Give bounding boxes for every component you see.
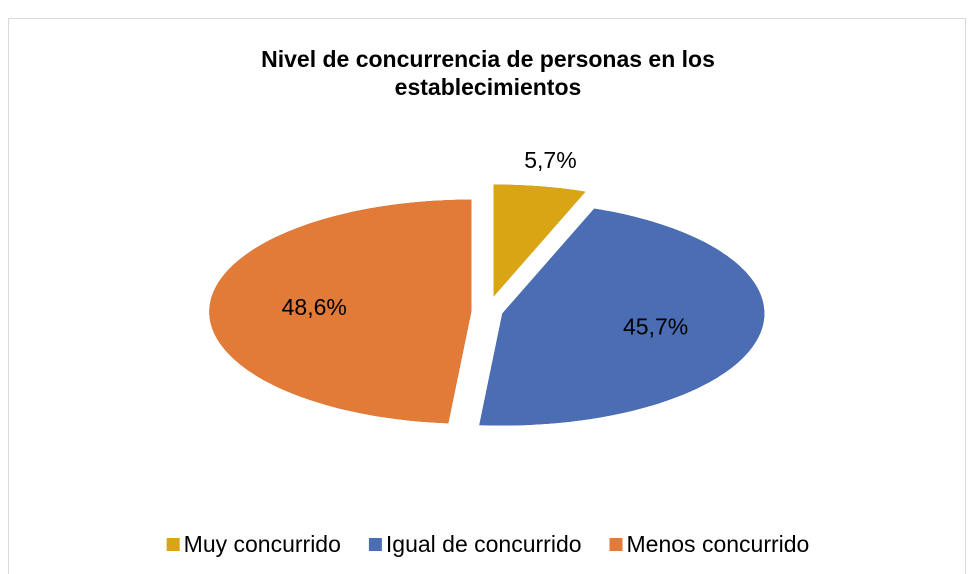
- chart-frame: [8, 18, 966, 574]
- legend: Muy concurrido Igual de concurrido Menos c…: [166, 531, 810, 557]
- legend-swatch: [368, 538, 382, 551]
- slice: [209, 199, 472, 424]
- title-box: Nivel de concurrencia de personas en los…: [0, 45, 976, 101]
- chart-title: Nivel de concurrencia de personas en los…: [261, 46, 715, 100]
- data-label: 45,7%: [623, 313, 688, 339]
- legend-label: Menos concurrido: [627, 531, 810, 557]
- legend-swatch: [609, 538, 623, 551]
- slice: [493, 184, 586, 297]
- legend-swatch: [166, 538, 180, 551]
- data-label: 48,6%: [282, 294, 347, 320]
- legend-label: Muy concurrido: [184, 531, 341, 557]
- data-label: 5,7%: [524, 147, 576, 173]
- slice: [479, 208, 765, 426]
- legend-label: Igual de concurrido: [386, 531, 582, 557]
